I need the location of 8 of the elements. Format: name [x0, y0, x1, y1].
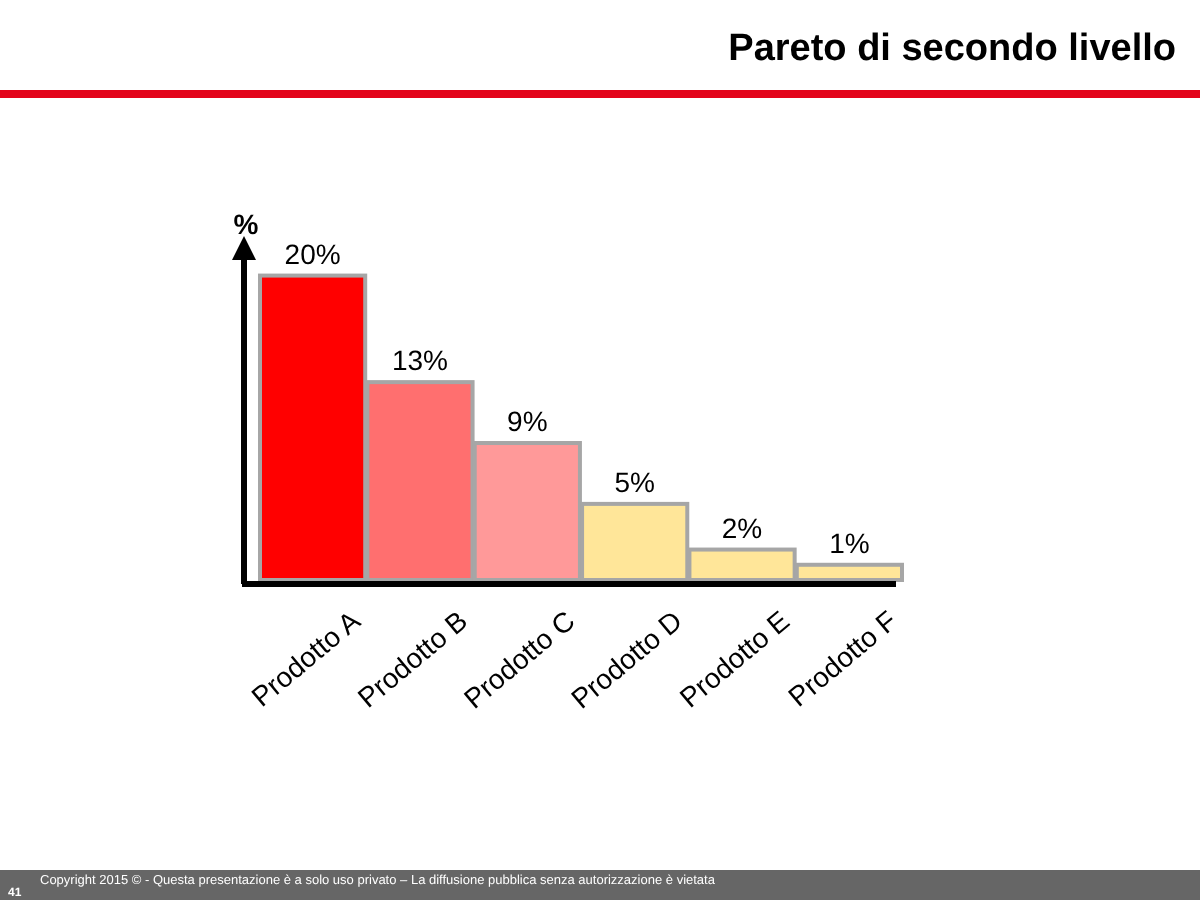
data-label: 5%: [614, 465, 655, 498]
chart-title: Pareto di secondo livello: [728, 28, 1176, 70]
data-label: 13%: [391, 344, 448, 377]
y-axis-title: %: [233, 208, 260, 240]
data-label: 1%: [829, 526, 870, 559]
data-label: 2%: [721, 511, 763, 544]
data-label: 9%: [507, 405, 548, 438]
data-label: 20%: [284, 237, 341, 270]
